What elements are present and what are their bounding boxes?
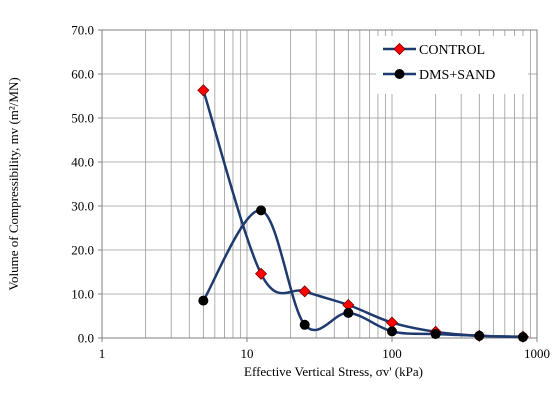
x-tick-label: 100 (382, 346, 402, 361)
x-tick-label: 10 (241, 346, 254, 361)
data-point-dms-sand (430, 329, 441, 340)
legend-label-control: CONTROL (419, 43, 485, 58)
legend-marker-control (393, 42, 406, 56)
y-tick-label: 30.0 (71, 199, 94, 214)
series-line-dms-sand (202, 209, 523, 339)
data-point-dms-sand (299, 319, 310, 330)
x-tick-label: 1000 (524, 346, 550, 361)
legend-label-dms-sand: DMS+SAND (419, 68, 495, 83)
data-point-dms-sand (343, 307, 354, 318)
y-tick-label: 0.0 (78, 331, 94, 346)
y-tick-label: 60.0 (71, 67, 94, 82)
data-point-dms-sand (517, 332, 528, 343)
data-point-dms-sand (387, 326, 397, 337)
series-control (197, 84, 530, 343)
y-axis-label: Volume of Compressibility, mv (m²/MN) (6, 77, 21, 290)
grid (102, 30, 537, 338)
plot-area (101, 29, 538, 339)
data-point-control (197, 84, 210, 97)
legend: CONTROL DMS+SAND (376, 36, 528, 94)
data-point-control (254, 267, 268, 280)
y-axis-ticks: 0.0 10.0 20.0 30.0 40.0 50.0 60.0 70.0 (71, 23, 102, 346)
y-tick-label: 20.0 (71, 243, 94, 258)
data-point-dms-sand (198, 295, 209, 306)
y-tick-label: 70.0 (71, 23, 94, 38)
data-point-control (298, 285, 311, 298)
series-dms-sand (198, 205, 528, 343)
x-axis-ticks: 1 10 100 1000 (99, 338, 550, 361)
data-point-dms-sand (256, 205, 267, 216)
series-layer (197, 84, 530, 343)
data-point-dms-sand (474, 330, 485, 341)
legend-marker-dms-sand (394, 69, 405, 79)
x-axis-label: Effective Vertical Stress, σv' (kPa) (244, 364, 423, 379)
y-tick-label: 10.0 (71, 287, 94, 302)
y-tick-label: 50.0 (71, 111, 94, 126)
y-tick-label: 40.0 (71, 155, 94, 170)
x-tick-label: 1 (99, 346, 106, 361)
